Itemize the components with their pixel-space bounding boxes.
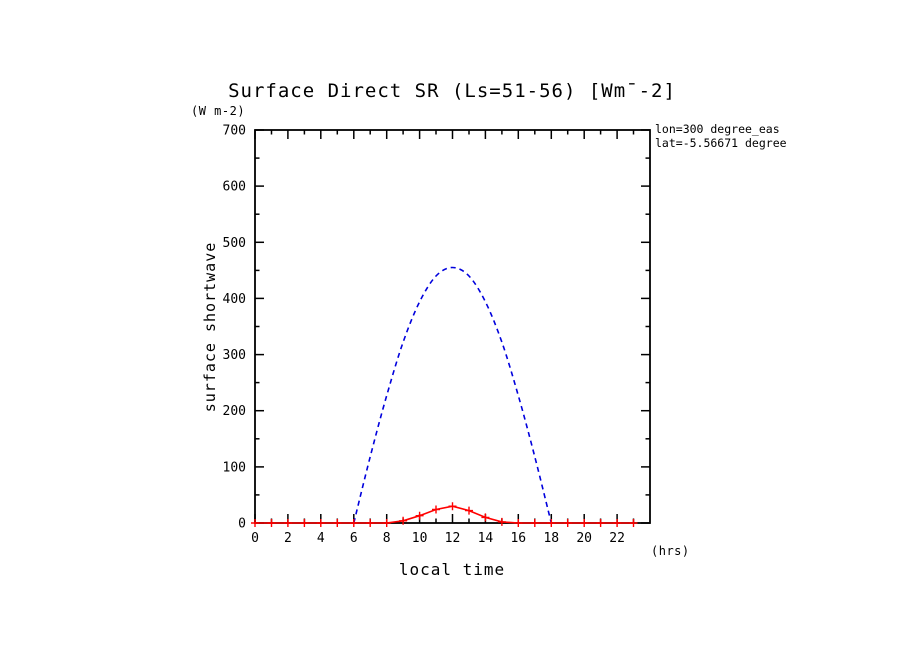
y-axis-unit-label: (W m-2) — [191, 104, 246, 118]
series-red-solid-plus-curve-markers — [251, 502, 638, 527]
y-tick-label: 700 — [223, 124, 246, 139]
x-axis-title: local time — [398, 560, 506, 579]
y-tick-label: 500 — [223, 236, 246, 251]
annotation-block: lon=300 degree_eas lat=-5.56671 degree — [655, 122, 787, 150]
x-tick-label: 14 — [478, 531, 494, 546]
x-tick-label: 22 — [609, 531, 625, 546]
y-tick-label: 400 — [223, 292, 246, 307]
x-axis-unit-label: (hrs) — [651, 544, 690, 558]
x-tick-label: 4 — [317, 531, 325, 546]
x-tick-label: 12 — [445, 531, 461, 546]
x-tick-label: 18 — [543, 531, 559, 546]
y-tick-label: 600 — [223, 180, 246, 195]
x-tick-label: 0 — [251, 531, 259, 546]
x-tick-label: 2 — [284, 531, 292, 546]
x-tick-label: 16 — [510, 531, 526, 546]
x-tick-label: 8 — [383, 531, 391, 546]
y-tick-label: 200 — [223, 404, 246, 419]
series-blue-dashed-curve-path — [353, 266, 553, 524]
x-tick-label: 20 — [576, 531, 592, 546]
y-tick-label: 0 — [238, 517, 246, 532]
x-tick-label: 10 — [412, 531, 428, 546]
annotation-lon: lon=300 degree_eas — [655, 122, 780, 136]
y-tick-label: 100 — [223, 460, 246, 475]
x-tick-label: 6 — [350, 531, 358, 546]
y-tick-label: 300 — [223, 348, 246, 363]
axis-box — [254, 129, 651, 524]
annotation-lat: lat=-5.56671 degree — [655, 136, 787, 150]
y-axis-title: surface shortwave — [201, 241, 219, 413]
series-red-solid-plus-curve-path — [255, 505, 634, 524]
chart-title: Surface Direct SR (Ls=51-56) [Wm¯-2] — [228, 80, 676, 102]
